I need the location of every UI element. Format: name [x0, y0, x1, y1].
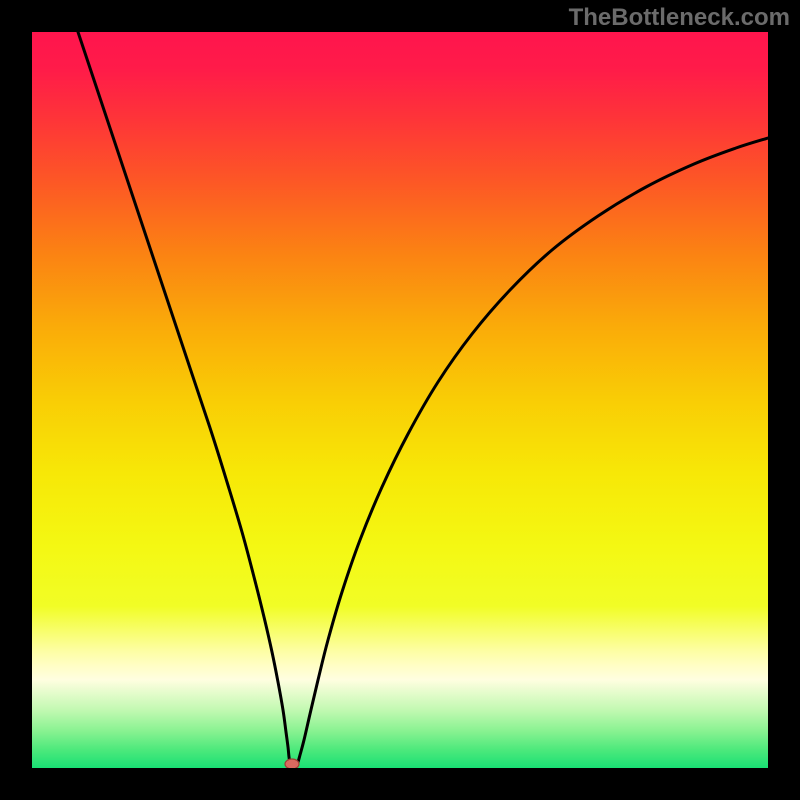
chart-frame: TheBottleneck.com [0, 0, 800, 800]
chart-background [32, 32, 768, 768]
chart-svg [32, 32, 768, 768]
plot-area [32, 32, 768, 768]
minimum-marker [285, 759, 299, 768]
watermark-text: TheBottleneck.com [569, 4, 790, 32]
